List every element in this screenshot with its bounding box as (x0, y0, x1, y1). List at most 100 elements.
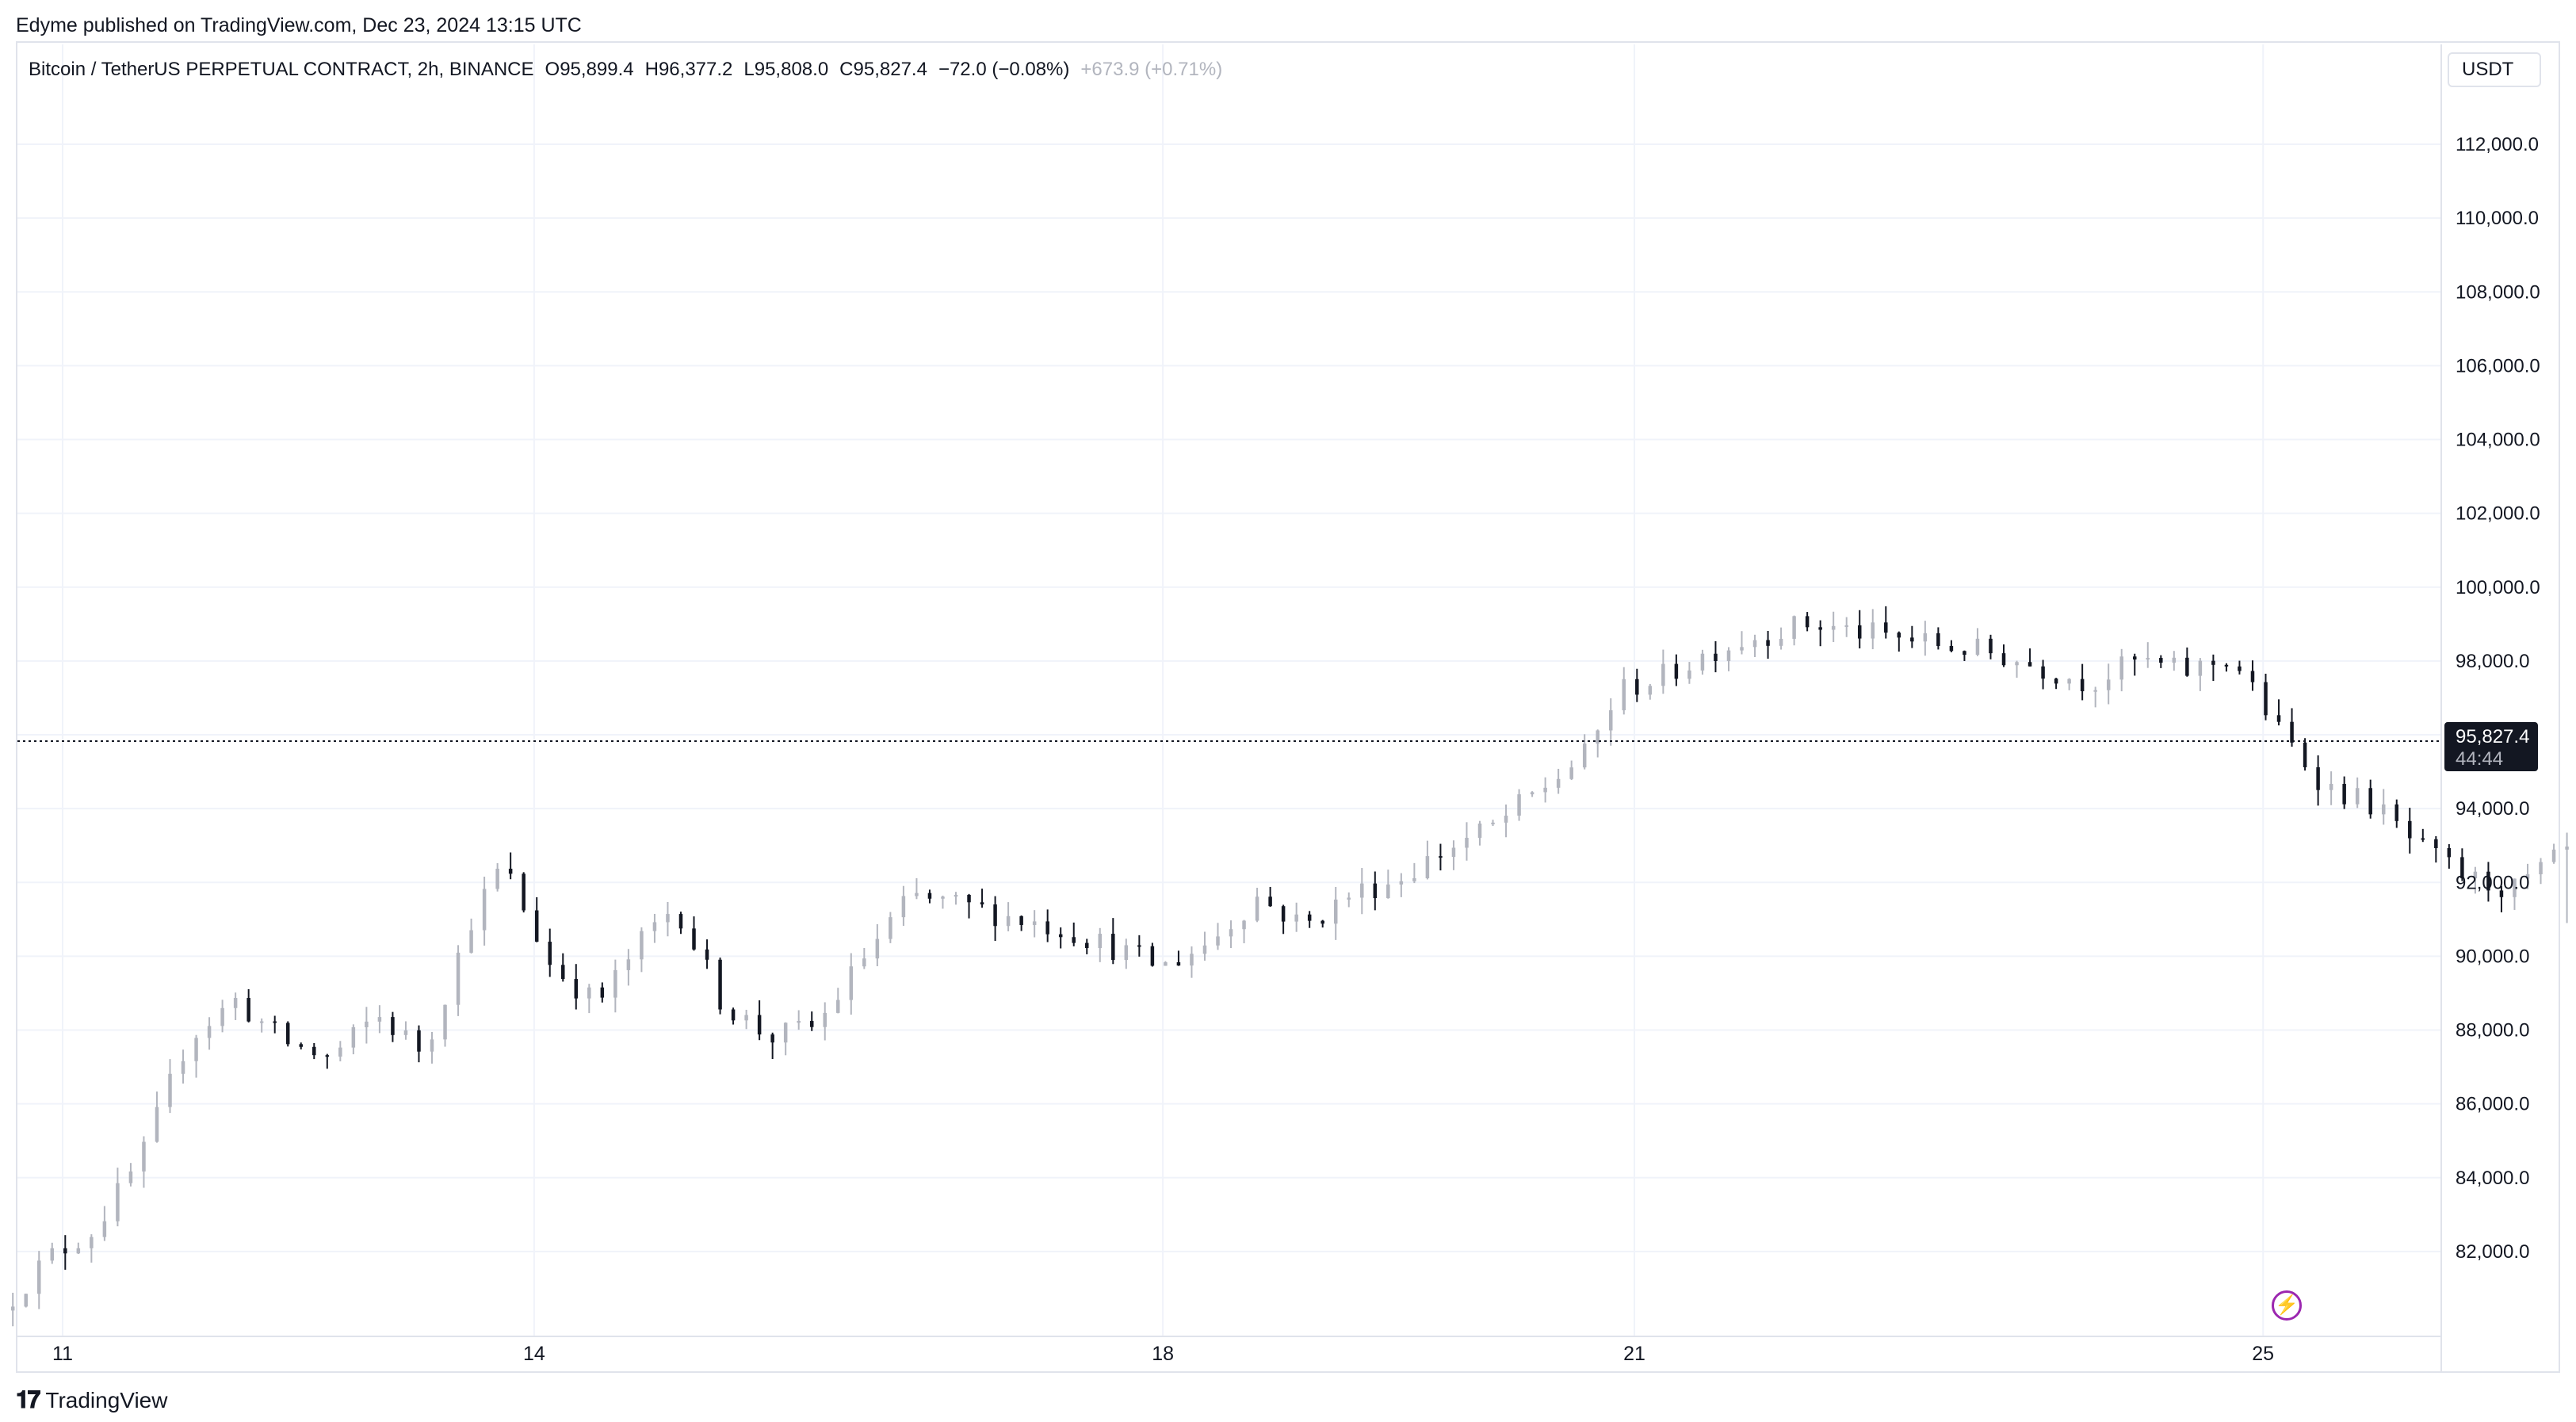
extra-change: +673.9 (+0.71%) (1080, 59, 1223, 80)
candle-body (2421, 838, 2425, 840)
y-tick-label: 86,000.0 (2456, 1094, 2529, 1115)
candle-body (862, 958, 866, 967)
candle-body (2551, 849, 2556, 862)
candle-body (1477, 824, 1482, 838)
candle-body (587, 987, 591, 999)
candle-body (1975, 638, 1980, 656)
candle-body (1386, 884, 1390, 899)
candle-body (2394, 804, 2399, 821)
candle-body (1871, 622, 1875, 639)
candle-body (2093, 690, 2097, 692)
candle-body (2329, 783, 2333, 790)
candle-body (299, 1044, 304, 1047)
candle-body (430, 1039, 434, 1052)
candle-body (522, 873, 526, 911)
candle-body (1268, 896, 1272, 907)
candle-body (2460, 857, 2464, 879)
y-tick-label: 108,000.0 (2456, 281, 2540, 303)
candle-body (2146, 658, 2150, 660)
y-tick-label: 100,000.0 (2456, 577, 2540, 598)
candle-body (561, 965, 565, 980)
candle-body (731, 1009, 736, 1021)
symbol-title[interactable]: Bitcoin / TetherUS PERPETUAL CONTRACT, 2… (29, 59, 534, 80)
candle-body (1098, 934, 1103, 949)
candle-body (1412, 877, 1416, 881)
candle-body (770, 1034, 774, 1043)
y-tick-label: 112,000.0 (2456, 134, 2539, 155)
candle-body (1949, 645, 1954, 652)
candle-body (626, 959, 631, 970)
tradingview-brand[interactable]: 𝟏𝟕 TradingView (16, 1387, 167, 1414)
price-axis: 82,000.0 84,000.0 86,000.0 88,000.0 90,000.0… (2456, 134, 2540, 1263)
lightning-icon[interactable]: ⚡ (2272, 1290, 2302, 1321)
candle-body (2264, 682, 2268, 716)
candle-body (1439, 856, 1443, 858)
candle-body (194, 1038, 198, 1061)
candle-body (2211, 660, 2215, 665)
candle-body (757, 1015, 762, 1035)
candle-body (1255, 896, 1259, 921)
candle-body (705, 949, 709, 960)
candle-body (76, 1248, 81, 1254)
candle-body (2041, 666, 2045, 679)
candle-body (142, 1141, 146, 1172)
symbol-legend[interactable]: Bitcoin / TetherUS PERPETUAL CONTRACT, 2… (29, 59, 1233, 81)
ohlc-open: O95,899.4 (545, 59, 634, 80)
candle-body (1989, 638, 1993, 654)
candle-body (1556, 778, 1561, 788)
candle-body (2499, 890, 2504, 897)
candle-body (1019, 916, 1023, 925)
candle-body (1923, 633, 1928, 642)
candle-body (1137, 945, 1141, 947)
candle-body (456, 952, 461, 1005)
candle-body (2224, 664, 2229, 667)
candle-body (391, 1017, 395, 1035)
candle-body (2355, 788, 2360, 805)
candle-body (1307, 914, 1312, 921)
candle-body (2473, 871, 2478, 879)
candle-body (941, 896, 945, 899)
candle-body (548, 942, 552, 965)
candle-body (1766, 640, 1770, 646)
candle-body (1818, 627, 1822, 630)
candle-body (102, 1221, 107, 1237)
candle-body (155, 1107, 159, 1142)
candle-body (1045, 921, 1049, 935)
last-price-badge (2444, 722, 2538, 772)
candle-body (1517, 794, 1521, 816)
candle-body (2290, 721, 2294, 743)
x-tick-label: 21 (1623, 1343, 1645, 1365)
candle-body (1294, 914, 1298, 922)
candle-body (2238, 666, 2242, 671)
candle-body (1622, 679, 1626, 711)
candle-body (2513, 878, 2517, 897)
candle-body (1910, 637, 1914, 642)
candle-body (1347, 897, 1351, 900)
candle-body (1661, 663, 1665, 686)
candle-body (1582, 743, 1587, 768)
candle-body (1202, 945, 1207, 954)
candle-body (2250, 671, 2255, 682)
y-tick-label: 90,000.0 (2456, 946, 2529, 967)
candle-body (692, 928, 696, 950)
candle-body (1504, 816, 1508, 823)
candle-body (534, 910, 539, 942)
candle-body (181, 1061, 185, 1074)
candle-body (2198, 660, 2203, 676)
candle-body (1648, 686, 1653, 695)
candle-body (889, 917, 892, 939)
candle-body (2106, 679, 2111, 690)
candle-body (980, 902, 984, 905)
publisher-line: Edyme published on TradingView.com, Dec … (16, 14, 582, 36)
candle-body (1190, 954, 1194, 966)
x-tick-label: 18 (1152, 1343, 1174, 1365)
candle-body (718, 959, 722, 1010)
candle-body (1844, 625, 1848, 627)
candle-body (1333, 899, 1338, 924)
candle-body (1609, 710, 1613, 731)
currency-selector[interactable]: USDT (2448, 52, 2541, 87)
candle-body (247, 998, 250, 1022)
candle-body (1831, 625, 1836, 630)
candle-body (2565, 847, 2569, 850)
